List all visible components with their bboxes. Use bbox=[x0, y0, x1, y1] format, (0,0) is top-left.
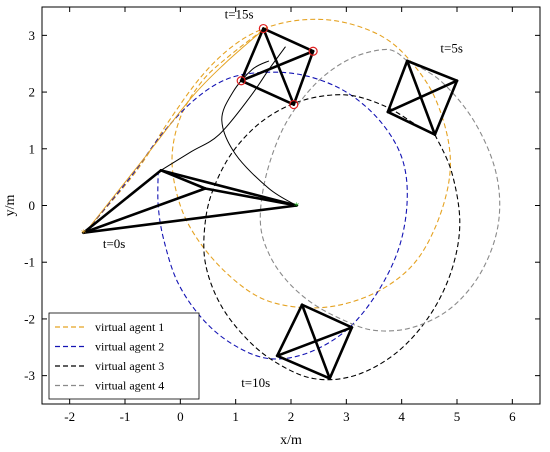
annotation-layer: t=0s t=5s t=10s t=15s bbox=[103, 6, 463, 390]
legend-entry: virtual agent 2 bbox=[95, 340, 164, 354]
formation-edge bbox=[159, 169, 298, 207]
x-tick-label: 5 bbox=[454, 409, 461, 424]
formation-edge bbox=[433, 79, 459, 136]
x-tick-label: 3 bbox=[343, 409, 350, 424]
formation-edge bbox=[386, 79, 459, 114]
y-tick-label: 3 bbox=[29, 28, 36, 43]
formation-edge bbox=[82, 169, 163, 235]
legend-entry: virtual agent 4 bbox=[95, 379, 164, 393]
formation-edge bbox=[292, 49, 315, 106]
x-tick-label: -1 bbox=[120, 409, 131, 424]
formation-edge bbox=[275, 326, 354, 358]
path-black-solid bbox=[160, 46, 286, 171]
formation-t-0s bbox=[82, 169, 298, 235]
formation-edge bbox=[239, 49, 315, 83]
plot-layer: ** bbox=[81, 18, 501, 381]
formation-edge bbox=[262, 27, 315, 53]
y-tick-label: -3 bbox=[24, 368, 35, 383]
formation-edge bbox=[386, 110, 437, 136]
formation-t-5s bbox=[386, 59, 459, 136]
formation-t-15s bbox=[239, 27, 315, 106]
agent-position-marker bbox=[236, 76, 246, 86]
formation-edge bbox=[328, 326, 354, 380]
formation-edge bbox=[275, 354, 332, 380]
x-tick-label: 0 bbox=[177, 409, 184, 424]
time-annotation: t=5s bbox=[440, 40, 463, 55]
legend-entry: virtual agent 3 bbox=[95, 359, 164, 373]
y-tick-label: -1 bbox=[24, 255, 35, 270]
x-axis-label: x/m bbox=[280, 433, 302, 448]
agent-position-marker bbox=[308, 46, 318, 56]
formation-edge bbox=[82, 204, 298, 235]
x-tick-label: 6 bbox=[509, 409, 516, 424]
x-tick-label: -2 bbox=[64, 409, 75, 424]
legend-entry: virtual agent 1 bbox=[95, 320, 164, 334]
y-axis-label: y/m bbox=[3, 195, 18, 217]
series-line-virtual-agent-2 bbox=[85, 71, 408, 360]
y-tick-label: 2 bbox=[29, 85, 36, 100]
ticks-layer: -2 -1 0 1 2 3 4 5 6 -3 -2 -1 0 1 2 3 bbox=[24, 7, 540, 424]
formation-edge bbox=[239, 27, 265, 83]
x-tick-label: 2 bbox=[288, 409, 295, 424]
time-annotation: t=15s bbox=[225, 6, 254, 21]
formation-edge bbox=[203, 187, 298, 207]
x-tick-label: 4 bbox=[398, 409, 405, 424]
time-annotation: t=10s bbox=[241, 375, 270, 390]
y-tick-label: -2 bbox=[24, 311, 35, 326]
x-tick-label: 1 bbox=[232, 409, 239, 424]
series-line-virtual-agent-3 bbox=[203, 94, 461, 381]
goal-marker: * bbox=[294, 201, 300, 213]
formation-edge bbox=[300, 303, 354, 329]
formation-edge bbox=[239, 79, 296, 106]
formation-t-10s bbox=[275, 303, 354, 380]
formation-edge bbox=[82, 187, 207, 235]
formation-edge bbox=[275, 303, 304, 358]
agent-position-marker bbox=[289, 99, 299, 110]
series-line-virtual-agent-4 bbox=[259, 48, 501, 332]
start-marker: * bbox=[81, 228, 87, 240]
path-orange-solid bbox=[85, 29, 264, 232]
formation-edge bbox=[405, 59, 459, 83]
time-annotation: t=0s bbox=[103, 236, 126, 251]
y-tick-label: 0 bbox=[29, 198, 36, 213]
path-center bbox=[221, 60, 297, 206]
agent-position-marker bbox=[258, 23, 268, 34]
plot-area: ** bbox=[81, 18, 501, 381]
legend: virtual agent 1 virtual agent 2 virtual ag… bbox=[48, 312, 200, 400]
y-tick-label: 1 bbox=[29, 141, 36, 156]
formation-edge bbox=[386, 59, 409, 114]
